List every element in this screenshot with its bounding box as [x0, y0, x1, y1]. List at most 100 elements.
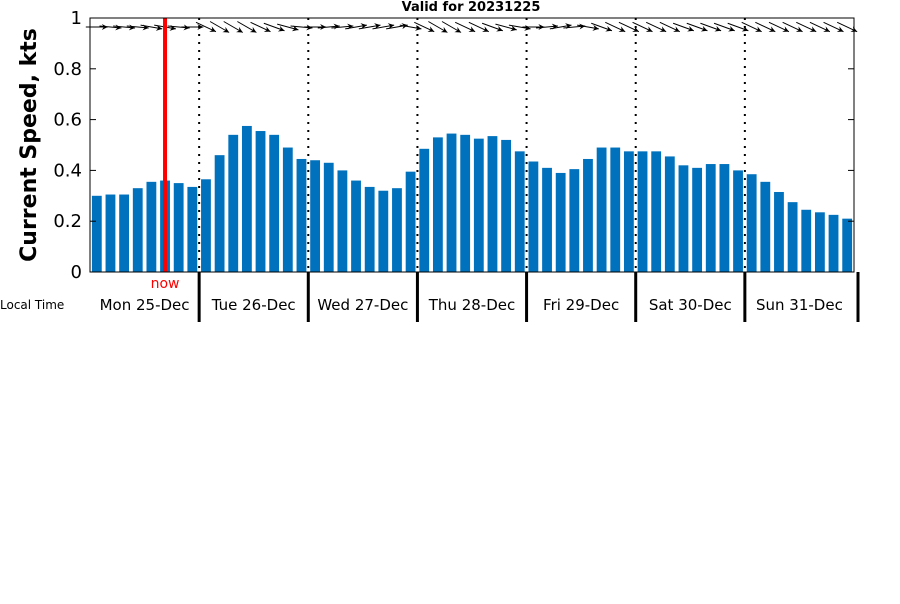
- direction-arrow: [632, 21, 653, 33]
- arrow-head: [374, 23, 381, 30]
- y-tick-label: 0.2: [53, 211, 82, 232]
- direction-arrow: [522, 24, 545, 30]
- arrow-head: [277, 25, 285, 32]
- bar: [351, 180, 361, 272]
- bar: [473, 138, 484, 272]
- direction-arrow: [727, 22, 749, 32]
- arrow-head: [510, 25, 517, 32]
- arrow-head: [768, 26, 776, 32]
- bar: [173, 183, 184, 272]
- direction-arrow: [700, 22, 722, 32]
- arrow-head: [249, 26, 257, 33]
- direction-arrow: [414, 21, 435, 33]
- bar: [678, 165, 689, 272]
- y-tick-label: 0.4: [53, 160, 82, 181]
- time-label: Local Time: [0, 298, 64, 312]
- bar: [105, 194, 116, 272]
- direction-arrow: [85, 24, 108, 30]
- y-tick-label: 1: [71, 8, 82, 29]
- bar: [282, 147, 293, 272]
- arrow-head: [427, 26, 435, 32]
- bar: [692, 167, 703, 272]
- arrow-head: [605, 25, 612, 32]
- arrow-head: [618, 26, 626, 32]
- arrow-head: [579, 23, 586, 30]
- direction-arrow: [796, 21, 817, 33]
- chart-title: Valid for 20231225: [402, 0, 541, 15]
- bar: [446, 133, 457, 272]
- bar: [719, 164, 730, 272]
- now-label: now: [151, 276, 180, 292]
- bar: [733, 170, 743, 272]
- day-label: Fri 29-Dec: [543, 296, 619, 314]
- arrow-head: [700, 25, 708, 32]
- arrow-head: [809, 26, 817, 32]
- bar: [664, 156, 675, 272]
- bar: [255, 131, 266, 272]
- bar: [364, 186, 375, 272]
- direction-arrow: [345, 23, 367, 30]
- bar: [460, 134, 471, 272]
- direction-arrow: [481, 22, 503, 32]
- bar: [774, 191, 784, 272]
- direction-arrow: [755, 21, 776, 33]
- bar: [787, 202, 798, 272]
- arrow-head: [454, 26, 462, 33]
- bars-layer: [91, 125, 853, 272]
- bar: [146, 181, 157, 272]
- bar: [555, 172, 566, 272]
- arrow-head: [155, 24, 163, 31]
- direction-arrow: [508, 24, 531, 31]
- direction-arrow: [454, 21, 476, 33]
- direction-arrow: [372, 23, 395, 30]
- direction-arrow: [605, 21, 626, 33]
- arrow-head: [468, 26, 476, 32]
- bar: [828, 214, 839, 272]
- direction-arrows: [85, 21, 858, 33]
- direction-arrow: [237, 21, 257, 33]
- bar: [337, 170, 348, 272]
- arrow-head: [482, 26, 489, 32]
- bar: [501, 139, 512, 272]
- bar: [801, 209, 812, 272]
- bar: [583, 158, 593, 272]
- bar: [310, 160, 321, 272]
- bar: [91, 195, 102, 272]
- plot-frame: [89, 17, 855, 273]
- direction-arrow: [441, 21, 462, 33]
- y-tick-label: 0.6: [53, 110, 82, 131]
- arrow-head: [360, 23, 367, 30]
- arrow-head: [291, 25, 299, 32]
- arrow-head: [823, 26, 830, 32]
- bar: [514, 151, 525, 272]
- direction-arrow: [181, 24, 204, 30]
- bar: [623, 151, 634, 272]
- bar: [760, 181, 771, 272]
- arrow-head: [728, 25, 735, 32]
- arrow-head: [645, 26, 653, 32]
- direction-arrow: [140, 24, 163, 31]
- day-label: Tue 26-Dec: [211, 296, 296, 314]
- arrow-head: [197, 24, 204, 30]
- arrow-head: [782, 26, 789, 32]
- y-tick-label: 0.8: [53, 59, 82, 80]
- bar: [528, 161, 539, 272]
- bar: [187, 186, 198, 272]
- bar: [542, 167, 552, 272]
- arrow-head: [592, 24, 599, 31]
- arrow-head: [222, 26, 230, 33]
- bar: [392, 188, 402, 272]
- arrow-head: [263, 26, 271, 32]
- arrow-head: [754, 26, 762, 32]
- direction-arrow: [209, 21, 230, 33]
- direction-arrow: [591, 22, 613, 32]
- bar: [596, 147, 607, 272]
- arrow-head: [632, 26, 639, 32]
- bar: [378, 190, 389, 272]
- day-label: Wed 27-Dec: [317, 296, 408, 314]
- arrow-head: [714, 25, 722, 32]
- direction-arrow: [358, 23, 381, 30]
- bar: [132, 188, 143, 272]
